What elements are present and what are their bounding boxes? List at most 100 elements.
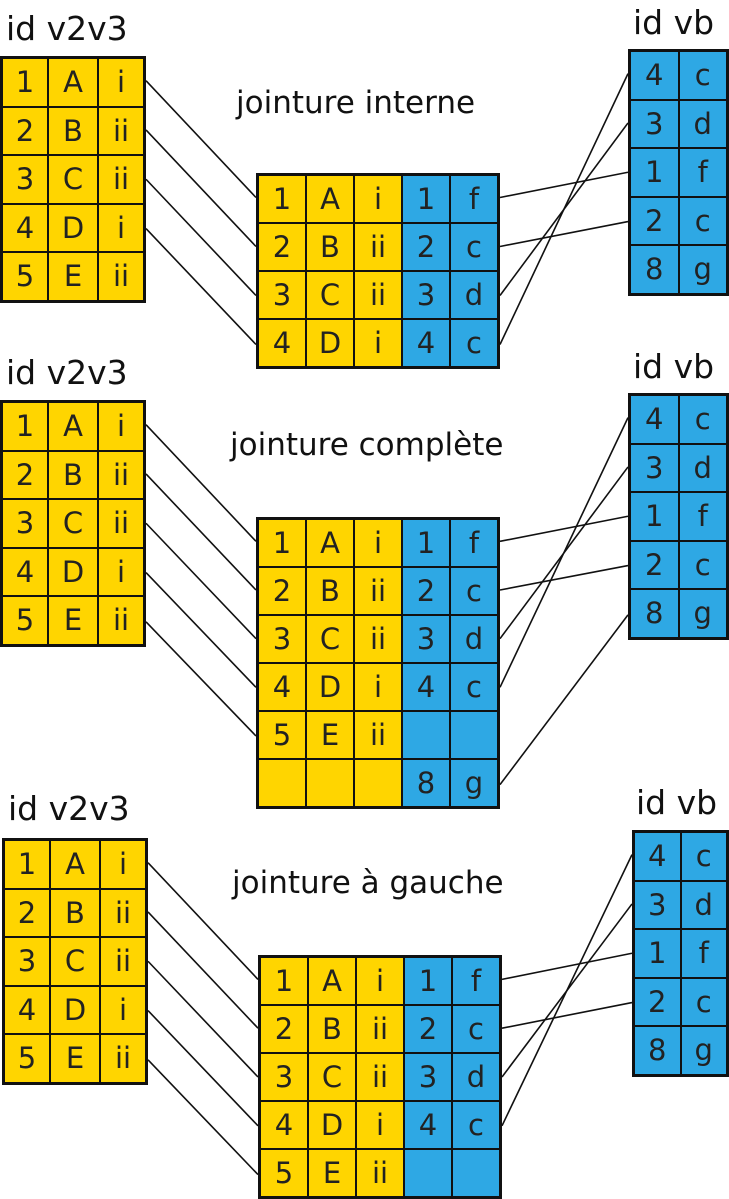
cell xyxy=(256,758,307,809)
cell: 3 xyxy=(256,270,307,320)
cell: i xyxy=(353,517,403,568)
cell: 4 xyxy=(256,662,307,712)
cell: A xyxy=(49,838,101,890)
cell: E xyxy=(47,595,99,646)
cell: A xyxy=(305,517,355,568)
header-v3: v3 xyxy=(89,789,130,828)
cell: g xyxy=(677,588,729,639)
cell: C xyxy=(47,154,99,205)
cell: d xyxy=(451,1052,502,1102)
cell: 2 xyxy=(256,222,307,272)
header-id: id xyxy=(633,347,664,386)
cell: 5 xyxy=(256,710,307,760)
cell: 4 xyxy=(628,49,680,101)
cell: i xyxy=(353,173,403,224)
header-id: id xyxy=(6,9,37,48)
cell: f xyxy=(451,955,502,1006)
cell: C xyxy=(307,1052,357,1102)
cell: f xyxy=(679,928,729,979)
cell: 4 xyxy=(628,393,680,445)
cell: c xyxy=(679,830,729,882)
cell: 8 xyxy=(401,758,451,809)
cell: 1 xyxy=(2,838,51,890)
cell: 4 xyxy=(258,1100,309,1150)
cell xyxy=(449,710,500,760)
cell: 3 xyxy=(403,1052,453,1102)
left-headers: id v2v3 xyxy=(8,792,130,826)
cell: A xyxy=(307,955,357,1006)
cell: 2 xyxy=(401,222,451,272)
cell: c xyxy=(677,195,729,246)
cell: 1 xyxy=(256,173,307,224)
cell: g xyxy=(677,244,729,295)
join-connector xyxy=(499,171,629,199)
cell: 3 xyxy=(0,154,49,205)
cell: ii xyxy=(99,936,148,987)
cell: f xyxy=(449,173,500,224)
join-connector xyxy=(145,473,257,591)
join-connector xyxy=(147,1059,259,1176)
cell: D xyxy=(47,546,99,597)
cell: ii xyxy=(353,270,403,320)
cell: 2 xyxy=(0,105,49,156)
right-headers: id vb xyxy=(636,786,717,820)
cell: i xyxy=(97,400,146,452)
cell: B xyxy=(305,566,355,616)
cell: i xyxy=(99,838,148,890)
cell: d xyxy=(677,442,729,493)
cell: 8 xyxy=(628,588,680,639)
header-v2: v2 xyxy=(46,9,88,48)
header-id: id xyxy=(636,783,667,822)
cell: A xyxy=(305,173,355,224)
cell xyxy=(403,1148,453,1199)
cell: ii xyxy=(97,449,146,500)
cell: C xyxy=(49,936,101,987)
cell: 1 xyxy=(403,955,453,1006)
header-v2: v2 xyxy=(48,789,90,828)
cell: c xyxy=(677,49,729,101)
cell: ii xyxy=(99,1033,148,1084)
cell: c xyxy=(449,566,500,616)
cell: 8 xyxy=(628,244,680,295)
cell: 2 xyxy=(2,887,51,938)
cell: ii xyxy=(355,1148,405,1199)
join-connector xyxy=(501,903,633,1078)
cell: ii xyxy=(97,105,146,156)
cell: 1 xyxy=(628,147,680,198)
cell: 3 xyxy=(258,1052,309,1102)
cell: ii xyxy=(97,251,146,302)
cell: 3 xyxy=(628,442,680,493)
join-connector xyxy=(499,220,629,248)
cell: d xyxy=(449,614,500,664)
cell: 4 xyxy=(403,1100,453,1150)
cell: 4 xyxy=(401,662,451,712)
cell: 3 xyxy=(256,614,307,664)
cell: ii xyxy=(353,222,403,272)
cell: 1 xyxy=(628,491,680,542)
join-connector xyxy=(145,129,257,248)
join-connector xyxy=(501,854,633,1127)
cell: 1 xyxy=(0,400,49,452)
cell: 5 xyxy=(2,1033,51,1084)
cell: 3 xyxy=(401,270,451,320)
left-headers: id v2v3 xyxy=(6,12,128,46)
cell: D xyxy=(49,984,101,1035)
